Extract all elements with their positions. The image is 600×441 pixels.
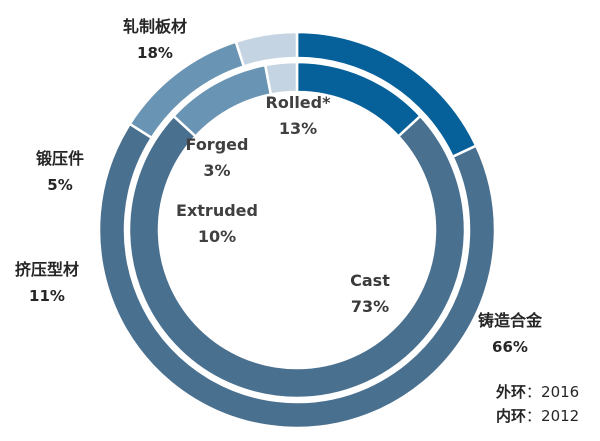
outer-label-forged: 锻压件 5% [20,146,100,198]
slice-name: 挤压型材 [14,260,79,279]
inner-label-extruded: Extruded 10% [162,198,272,250]
slice-name: 铸造合金 [477,311,542,330]
legend-year: 2016 [541,383,580,401]
inner-label-rolled: Rolled* 13% [248,90,348,142]
slice-name: Cast [350,271,390,290]
inner-ring-slice-3 [263,60,299,96]
slice-value: 66% [492,338,528,356]
legend-separator: ： [526,407,542,425]
legend-separator: ： [526,383,542,401]
legend-ring-name: 内环 [496,407,527,425]
slice-name: 锻压件 [35,149,84,168]
inner-label-forged: Forged 3% [172,132,262,184]
outer-label-cast: 铸造合金 66% [460,308,560,360]
legend-year: 2012 [541,407,580,425]
slice-name: Rolled* [265,93,331,112]
legend-item-outer: 外环：2016 [496,380,579,404]
legend-item-inner: 内环：2012 [496,404,579,428]
outer-label-extruded: 挤压型材 11% [2,257,92,309]
chart-legend: 外环：2016 内环：2012 [496,380,579,428]
inner-label-cast: Cast 73% [320,268,420,320]
slice-value: 5% [47,176,73,194]
slice-value: 11% [29,287,65,305]
outer-label-rolled: 轧制板材 18% [100,14,210,66]
slice-value: 73% [350,297,390,316]
legend-ring-name: 外环 [496,383,527,401]
outer-ring-slice-3 [234,30,299,68]
slice-name: Forged [185,135,249,154]
outer-ring-slice-1 [97,122,497,430]
slice-name: Extruded [176,201,258,220]
slice-value: 13% [278,119,318,138]
slice-name: 轧制板材 [122,17,187,36]
slice-value: 3% [203,161,231,180]
slice-value: 18% [137,44,173,62]
slice-value: 10% [197,227,237,246]
inner-ring-slice-1 [127,114,467,400]
